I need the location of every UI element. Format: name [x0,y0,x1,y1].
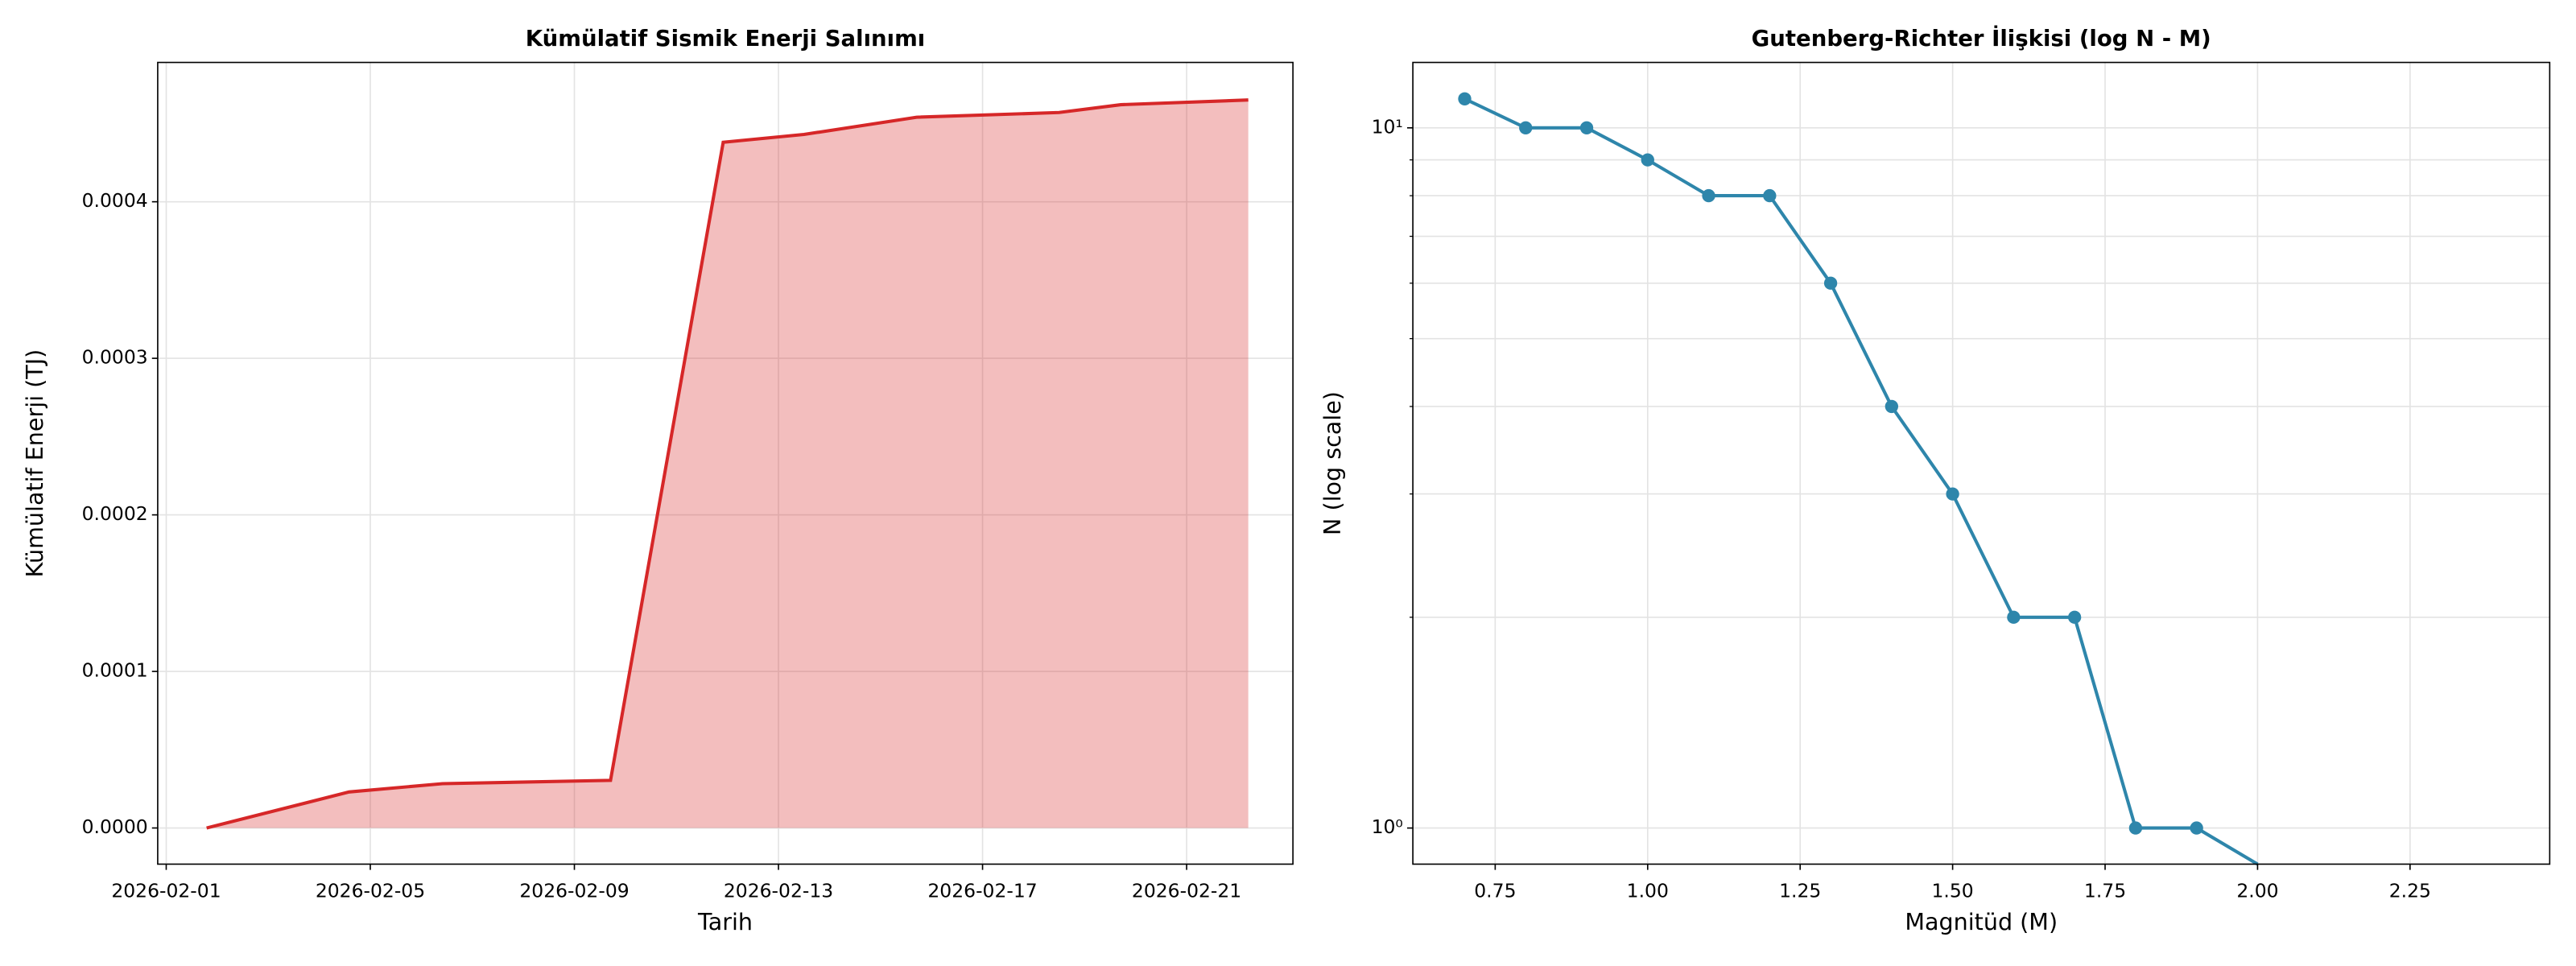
y-tick-label: 10⁰ [1372,815,1403,838]
point [2007,610,2021,624]
point [1823,276,1838,290]
x-tick-label: 0.75 [1474,880,1516,902]
series-line [206,98,1249,830]
area-fill [206,100,1249,828]
point [1519,121,1533,134]
y-tick-label: 0.0001 [82,659,148,682]
x-axis-label: Magnitüd (M) [1905,908,2058,935]
point [1641,153,1654,167]
x-tick-label: 1.75 [2084,880,2126,902]
point [1763,188,1777,203]
point [2128,821,2143,835]
chart-title: Gutenberg-Richter İlişkisi (log N - M) [1752,24,2211,52]
axes-frame [157,61,1294,865]
x-tick-label: 2.25 [2389,880,2431,902]
point [2190,821,2203,835]
y-tick-label: 10¹ [1372,115,1403,138]
x-tick-label: 2026-02-09 [519,880,629,902]
x-tick-label: 1.50 [1931,880,1973,902]
chart-title: Kümülatif Sismik Enerji Salınımı [526,26,925,52]
x-tick-label: 2026-02-13 [724,880,833,902]
point [1458,92,1472,105]
point [2067,610,2082,624]
series-line [1463,97,2259,866]
x-tick-label: 2026-02-17 [927,880,1037,902]
point [1579,121,1594,134]
x-tick-label: 1.25 [1779,880,1821,902]
x-axis-label: Tarih [697,908,753,935]
x-tick-label: 2026-02-05 [316,880,425,902]
axes-frame [1412,61,2551,865]
y-tick-label: 0.0004 [82,189,148,212]
point [1885,399,1899,414]
x-tick-label: 1.00 [1627,880,1669,902]
y-tick-label: 0.0002 [82,502,148,525]
y-axis-label: N (log scale) [1319,391,1346,535]
x-tick-label: 2026-02-01 [111,880,221,902]
point [1946,487,1959,501]
x-tick-label: 2026-02-21 [1132,880,1241,902]
x-tick-label: 2.00 [2236,880,2278,902]
y-axis-label: Kümülatif Enerji (TJ) [21,349,48,578]
point [1702,188,1715,203]
y-tick-label: 0.0000 [82,815,148,838]
y-tick-label: 0.0003 [82,346,148,369]
